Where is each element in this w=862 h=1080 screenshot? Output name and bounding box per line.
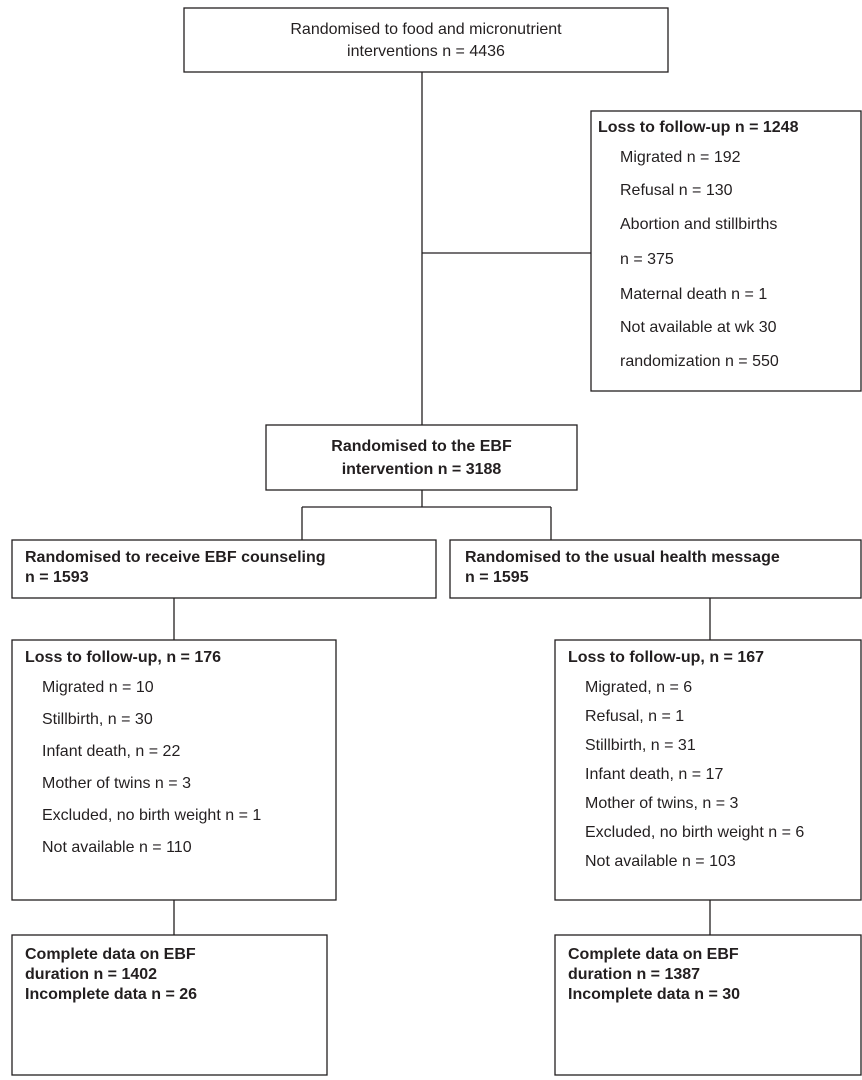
node: Randomised to receive EBF counseling n = … [11,539,437,599]
node-line: Abortion and stillbirths [620,216,777,233]
node-title: Randomised to food and micronutrient [290,21,562,38]
node-line: duration n = 1387 [568,966,700,983]
node-title: Randomised to the EBF [331,438,512,455]
node-box [11,934,328,1076]
node-box [11,639,337,901]
node-line: n = 1595 [465,569,529,586]
node-box [554,934,862,1076]
node: Loss to follow-up, n = 176 Migrated n = 1… [11,639,337,901]
node-line: Infant death, n = 17 [585,766,723,783]
node-line: Migrated n = 192 [620,149,741,166]
node-line: Mother of twins n = 3 [42,775,191,792]
node: Complete data on EBF duration n = 1402 Inc… [11,934,328,1076]
node-line: Incomplete data n = 26 [25,986,197,1003]
node-title: Complete data on EBF [25,946,196,963]
node-line: randomization n = 550 [620,353,779,370]
node-line: n = 1593 [25,569,89,586]
node-box [590,110,862,392]
node-box [11,539,437,599]
node-line: Excluded, no birth weight n = 1 [42,807,261,824]
node-line: interventions n = 4436 [347,43,505,60]
node-box [449,539,862,599]
connectors [173,72,711,935]
node-line: Refusal, n = 1 [585,708,684,725]
node-line: Infant death, n = 22 [42,743,180,760]
node-line: Incomplete data n = 30 [568,986,740,1003]
node-box [554,639,862,901]
node-title: Randomised to receive EBF counseling [25,549,326,566]
node-title: Complete data on EBF [568,946,739,963]
node-line: Refusal n = 130 [620,182,733,199]
node: Randomised to food and micronutrient inte… [183,7,669,73]
node: Loss to follow-up, n = 167 Migrated, n = … [554,639,862,901]
node-line: Not available at wk 30 [620,319,777,336]
node: Randomised to the EBF intervention n = 31… [265,424,578,491]
node-line: Migrated, n = 6 [585,679,692,696]
node: Randomised to the usual health message n … [449,539,862,599]
node-title: Loss to follow-up, n = 167 [568,649,764,666]
node-box [183,7,669,73]
node-title: Randomised to the usual health message [465,549,780,566]
node-line: Excluded, no birth weight n = 6 [585,824,804,841]
node-line: Mother of twins, n = 3 [585,795,739,812]
node: Loss to follow-up n = 1248 Migrated n = 1… [590,110,862,392]
node-line: intervention n = 3188 [342,461,502,478]
node-line: Stillbirth, n = 31 [585,737,696,754]
node-line: Not available n = 110 [42,839,192,856]
node-title: Loss to follow-up, n = 176 [25,649,221,666]
node-line: Maternal death n = 1 [620,286,767,303]
node-line: duration n = 1402 [25,966,157,983]
node-line: Not available n = 103 [585,853,736,870]
node-box [265,424,578,491]
node-line: n = 375 [620,251,674,268]
node-title: Loss to follow-up n = 1248 [598,119,799,136]
node: Complete data on EBF duration n = 1387 Inc… [554,934,862,1076]
node-line: Migrated n = 10 [42,679,154,696]
node-line: Stillbirth, n = 30 [42,711,153,728]
